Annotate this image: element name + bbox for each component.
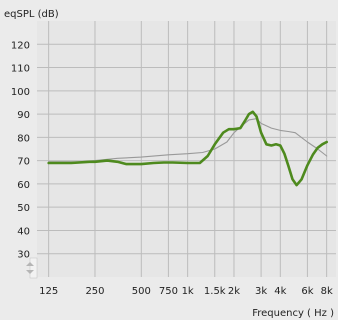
scroll-down-icon[interactable] [26,270,34,274]
x-axis-label: Frequency ( Hz ) [252,308,334,319]
y-tick-label: 50 [17,203,30,214]
x-tick-label: 250 [85,286,104,297]
measured-curve-line [47,110,329,187]
y-tick-label: 90 [17,110,30,121]
x-tick-label: 2k [228,286,240,297]
x-tick-label: 1k [182,286,194,297]
y-axis-label: eqSPL (dB) [4,9,59,20]
x-tick-label: 8k [321,286,333,297]
y-tick-label: 100 [11,87,30,98]
y-tick-label: 30 [17,250,30,261]
y-scroll-strip [29,257,38,279]
x-tick-label: 3k [255,286,267,297]
x-tick-label: 125 [39,286,58,297]
y-tick-label: 120 [11,40,30,51]
x-tick-label: 6k [301,286,313,297]
scroll-up-icon[interactable] [26,262,34,266]
x-tick-label: 750 [159,286,178,297]
y-tick-label: 40 [17,226,30,237]
y-tick-label: 80 [17,133,30,144]
x-tick-label: 4k [274,286,286,297]
x-tick-label: 500 [132,286,151,297]
y-tick-label: 60 [17,180,30,191]
plot-area [37,21,336,277]
y-tick-label: 110 [11,64,30,75]
y-tick-label: 70 [17,157,30,168]
x-tick-label: 1.5k [204,286,226,297]
